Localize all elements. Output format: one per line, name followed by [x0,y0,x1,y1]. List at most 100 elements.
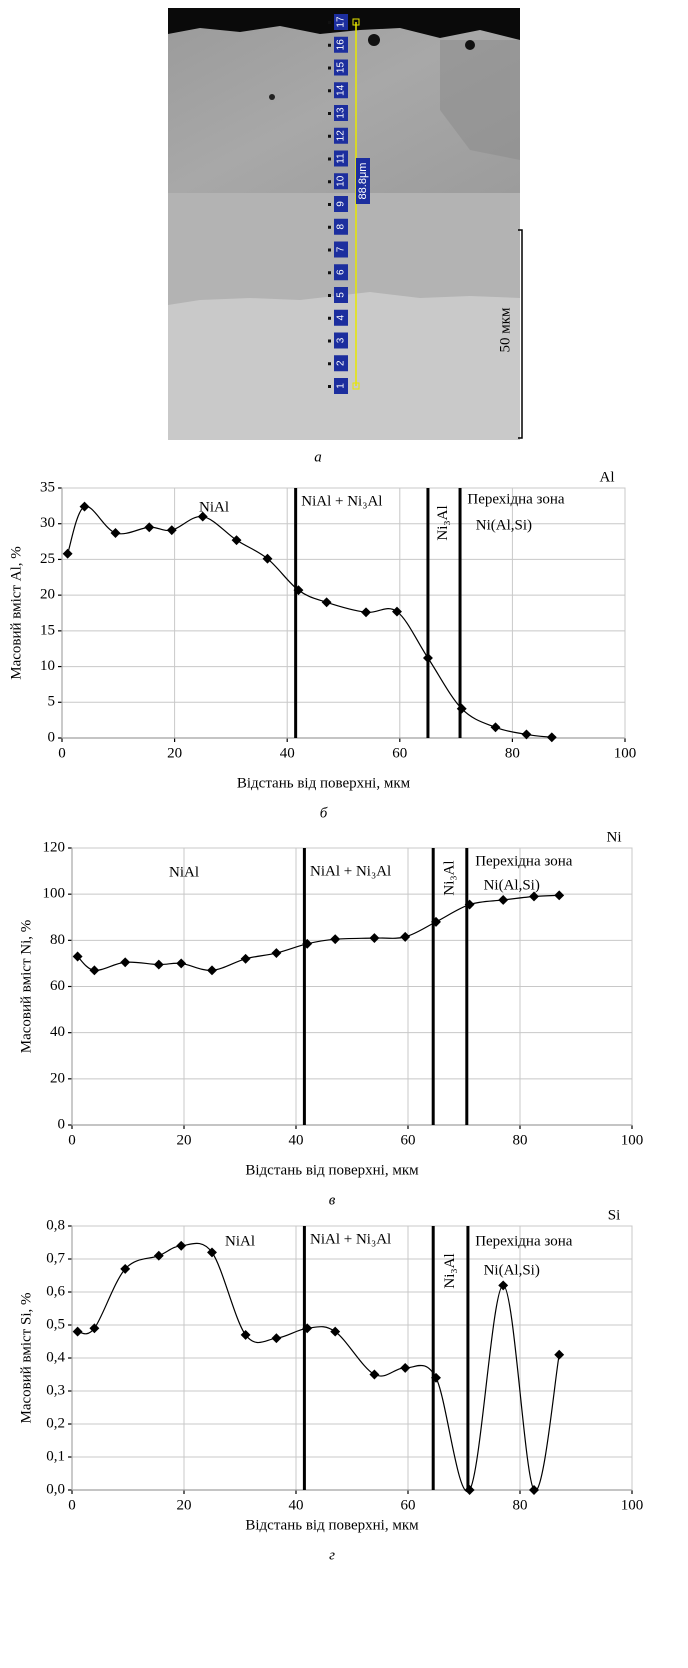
point-dot [328,66,331,70]
y-axis-title: Масовий вміст Ni, % [18,920,34,1053]
point-dot [328,43,331,47]
point-dot [328,157,331,161]
data-point [153,1250,164,1261]
point-label: 12 [336,130,347,142]
point-label: 15 [336,62,347,74]
point-box [334,59,348,76]
point-box [334,378,348,394]
chart: 0 20 40 60 80 100 0 20 40 60 80 100 120 NiAl NiAl + Ni… [18,829,643,1208]
x-tick-label: 40 [280,745,295,761]
point-label: 13 [336,107,347,119]
point-label: 9 [336,201,347,207]
zone-label: NiAl + Ni₃Al [310,1231,391,1247]
length-box [356,158,370,204]
data-point [271,1333,282,1344]
data-point [321,597,332,608]
zone-label: NiAl [199,499,229,515]
plot-frame [71,847,633,1126]
point-label: 5 [336,292,347,298]
length-label: 88.8μm [357,163,369,200]
x-axis-title: Відстань від поверхні, мкм [237,775,411,791]
y-tick-label: 35 [40,479,55,495]
point-box [334,14,348,30]
x-tick-label: 0 [68,1497,76,1513]
x-tick-label: 20 [167,745,182,761]
y-tick-label: 10 [40,658,55,674]
data-point [231,535,242,546]
element-label: Al [600,469,615,485]
y-tick-label: 0,2 [46,1415,65,1431]
point-dot [328,21,331,24]
point-box [334,82,348,99]
point-dot [328,180,331,184]
x-tick-label: 20 [177,1132,192,1148]
data-point [369,1369,380,1380]
data-point [464,1485,475,1495]
point-box [334,332,348,349]
data-point [498,894,509,905]
y-tick-label: 25 [40,551,55,567]
x-tick-label: 100 [621,1497,644,1513]
y-axis-title: Масовий вміст Al, % [8,546,24,679]
point-dot [328,271,331,275]
point-box [334,150,348,167]
data-point [262,553,273,564]
data-point [207,1247,217,1258]
data-point [431,916,441,927]
data-point [546,732,557,743]
point-box [334,127,348,144]
data-point [456,703,467,714]
caption: а [314,449,322,465]
x-tick-label: 80 [505,745,520,761]
scan-end [352,382,360,390]
data-point [529,1485,539,1495]
data-point [400,931,411,942]
data-point [423,653,433,663]
data-point [197,511,208,522]
point-box [334,36,348,53]
data-point [302,938,313,949]
zone-label: Ni₃Al [442,1253,458,1288]
zone-label: Перехідна зона [475,1233,573,1249]
data-point [72,1326,83,1337]
x-tick-label: 60 [401,1497,416,1513]
element-label: Ni [607,829,622,845]
zone-label: Ni₃Al [441,860,457,895]
point-dot [328,203,331,206]
data-point [72,951,83,962]
pore [269,94,275,100]
zone-label: Ni₃Al [435,505,451,540]
x-tick-label: 40 [289,1497,304,1513]
y-tick-label: 5 [48,694,56,710]
data-point [490,722,501,733]
point-box [334,105,348,121]
chart: 0 20 40 60 80 100 0 5 10 15 20 25 30 35 NiAl NiAl + Ni₃… [8,469,636,821]
plot-frame [61,487,626,739]
point-label: 6 [336,269,347,275]
data-point [302,1323,313,1334]
y-tick-label: 15 [40,622,55,638]
data-point [120,1263,131,1274]
x-axis-title: Відстань від поверхні, мкм [245,1162,419,1178]
point-label: 11 [336,153,347,164]
element-label: Si [608,1207,621,1223]
scale-bar [518,229,523,439]
data-point [330,934,341,945]
zone-label: Ni(Al,Si) [484,1262,540,1278]
y-tick-label: 20 [40,587,55,603]
zone-label: NiAl [169,864,199,880]
y-tick-label: 0,5 [46,1316,65,1332]
data-point [89,965,100,976]
point-box [334,309,348,326]
series-line [77,894,560,971]
data-point [554,890,565,901]
x-tick-label: 100 [614,745,637,761]
data-point [207,965,217,976]
data-point [529,891,539,902]
point-label: 1 [336,383,347,389]
micrograph: 88.8μm 50 мкм а 123456789101112131415161… [168,8,523,465]
pore [368,34,380,46]
data-point [400,1362,411,1373]
y-tick-label: 0 [58,1116,66,1132]
data-point [166,525,177,536]
